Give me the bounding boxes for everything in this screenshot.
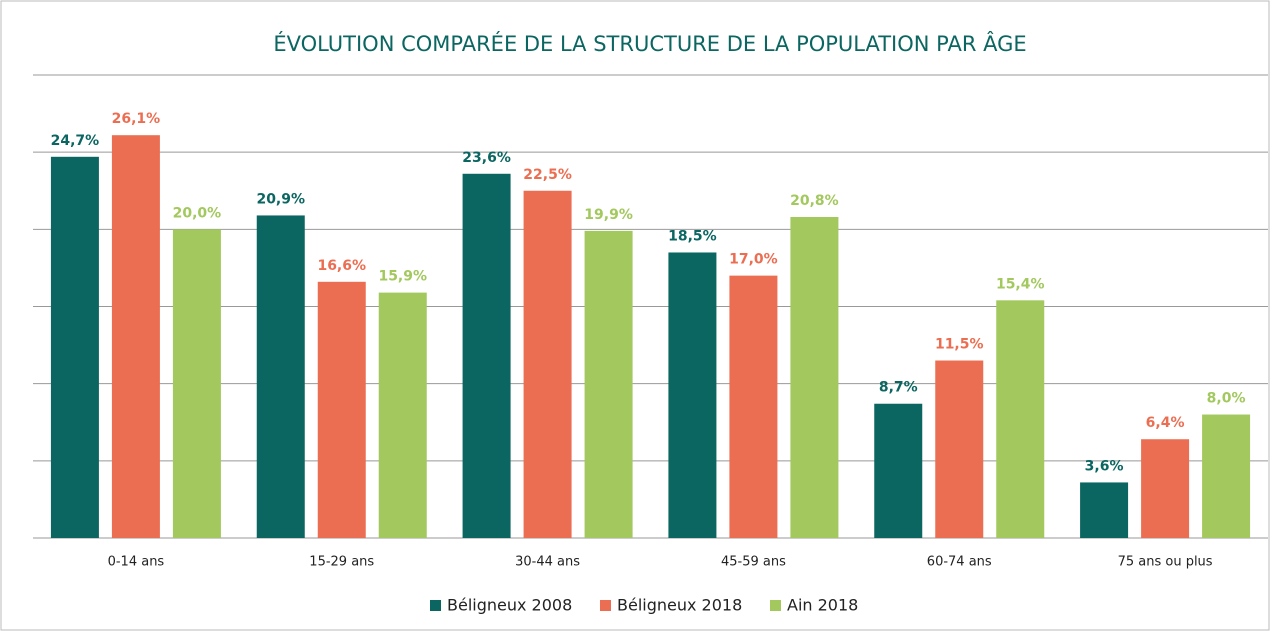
x-tick-label: 0-14 ans	[108, 555, 165, 570]
bar	[935, 360, 984, 538]
value-label: 22,5%	[523, 167, 572, 183]
bar	[1202, 414, 1251, 538]
bar	[378, 292, 427, 538]
x-tick-label: 60-74 ans	[927, 555, 992, 570]
value-label: 24,7%	[51, 133, 100, 149]
value-label: 16,6%	[317, 258, 366, 274]
legend-label: Béligneux 2008	[447, 596, 572, 615]
x-tick-label: 15-29 ans	[309, 555, 374, 570]
value-label: 6,4%	[1146, 415, 1185, 431]
value-label: 19,9%	[584, 207, 633, 223]
bar	[523, 190, 572, 538]
bar	[584, 230, 633, 539]
value-label: 18,5%	[668, 228, 717, 244]
chart-title: ÉVOLUTION COMPARÉE DE LA STRUCTURE DE LA…	[273, 31, 1026, 56]
bar	[50, 156, 99, 538]
bar	[1080, 482, 1129, 538]
legend-label: Béligneux 2018	[617, 596, 742, 615]
bar	[668, 252, 717, 538]
x-tick-label: 30-44 ans	[515, 555, 580, 570]
value-label: 8,7%	[879, 380, 918, 396]
value-label: 15,9%	[378, 269, 427, 285]
value-label: 26,1%	[112, 111, 161, 127]
bar	[462, 173, 511, 539]
value-label: 11,5%	[935, 337, 984, 353]
value-label: 8,0%	[1207, 391, 1246, 407]
x-tick-label: 45-59 ans	[721, 555, 786, 570]
value-label: 20,9%	[256, 191, 305, 207]
value-label: 23,6%	[462, 150, 511, 166]
legend-swatch	[600, 600, 611, 611]
legend-swatch	[770, 600, 781, 611]
bar	[996, 300, 1045, 538]
bar	[256, 215, 305, 538]
value-label: 17,0%	[729, 252, 778, 268]
value-label: 3,6%	[1085, 458, 1124, 474]
bar	[729, 275, 778, 538]
value-label: 15,4%	[996, 276, 1045, 292]
x-tick-label: 75 ans ou plus	[1118, 555, 1213, 570]
bar	[172, 229, 221, 539]
bar	[874, 403, 923, 538]
value-label: 20,8%	[790, 193, 839, 209]
bar	[790, 216, 839, 538]
value-label: 20,0%	[173, 205, 222, 221]
bar	[1141, 439, 1190, 538]
bar	[111, 135, 160, 538]
bar	[317, 281, 366, 538]
legend-swatch	[430, 600, 441, 611]
legend-label: Ain 2018	[787, 596, 858, 615]
